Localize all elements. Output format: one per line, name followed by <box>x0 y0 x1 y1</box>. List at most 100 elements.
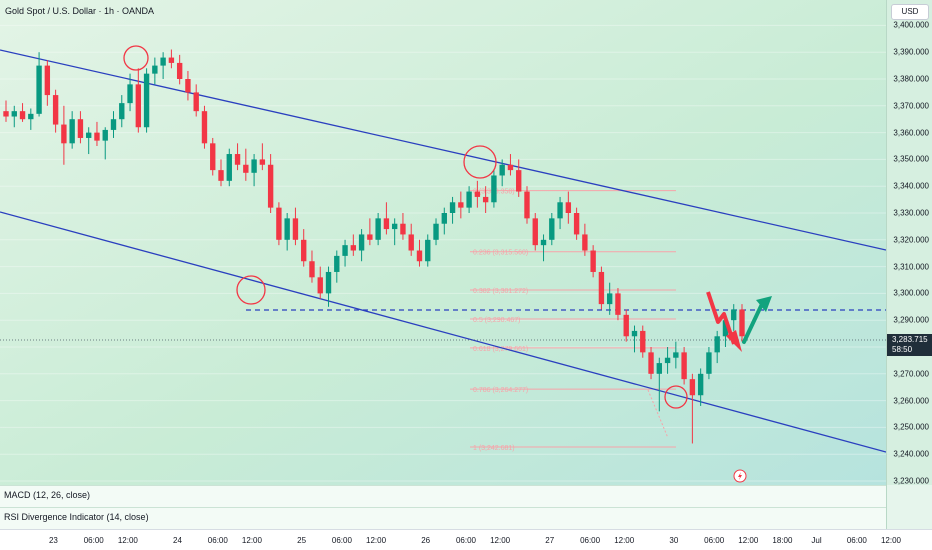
candle-body <box>640 330 646 353</box>
candle-body <box>449 202 456 213</box>
price-axis[interactable]: USD 3,230.000 3,240.000 3,250.000 3,260.000… <box>886 0 932 486</box>
candle-body <box>127 84 133 104</box>
candle-body <box>458 202 464 208</box>
candle-body <box>160 57 166 66</box>
price-tick-label: 3,400.000 <box>893 20 929 30</box>
channel-bottom-touch-circle <box>664 385 688 409</box>
time-tick-label: 26 <box>421 536 431 545</box>
candle-body <box>375 218 381 240</box>
candle-body <box>193 92 199 112</box>
candle-body <box>474 191 481 197</box>
price-tick-label: 3,290.000 <box>893 315 929 325</box>
candle-body <box>383 218 390 230</box>
candle-body <box>358 234 365 251</box>
candle-body <box>135 84 142 128</box>
time-tick-label: Jul <box>811 536 822 545</box>
candle-body <box>342 245 348 256</box>
candle-body <box>623 314 629 337</box>
candle-body <box>77 119 84 138</box>
candle-body <box>598 271 605 305</box>
candle-body <box>201 111 208 144</box>
chart-title: Gold Spot / U.S. Dollar · 1h · OANDA <box>5 6 154 16</box>
candle-body <box>367 234 373 240</box>
price-chart-area[interactable]: 0 (3,338.358)0.236 (3,315.560)0.382 (3,3… <box>0 0 886 485</box>
candle-body <box>731 309 737 321</box>
time-tick-label: 30 <box>669 536 679 545</box>
price-tick-label: 3,230.000 <box>893 476 929 486</box>
time-tick-label: 23 <box>48 536 58 545</box>
candle-body <box>210 143 216 171</box>
candle-body <box>267 164 274 208</box>
rsi-pane[interactable]: RSI Divergence Indicator (14, close) <box>0 507 886 529</box>
candle-body <box>317 277 323 294</box>
time-tick-label: 25 <box>297 536 307 545</box>
candle-body <box>408 234 414 251</box>
candle-body <box>52 95 59 125</box>
candle-body <box>36 65 42 114</box>
candle-body <box>3 111 9 117</box>
candle-body <box>19 111 26 120</box>
annotation-circles <box>123 45 688 409</box>
chart-background <box>0 0 886 485</box>
price-tick-label: 3,350.000 <box>893 154 929 164</box>
candle-body <box>61 124 67 144</box>
price-tick-label: 3,380.000 <box>893 74 929 84</box>
candle-body <box>400 223 406 235</box>
price-tick-label: 3,300.000 <box>893 288 929 298</box>
candle-body <box>532 218 538 246</box>
rsi-pane-label: RSI Divergence Indicator (14, close) <box>4 512 149 522</box>
channel-touch-circle <box>236 275 266 305</box>
candle-body <box>86 132 92 138</box>
fib-level-label: 0.382 (3,301.272) <box>473 288 528 295</box>
time-tick-label: 06:00 <box>846 536 867 545</box>
time-tick-label: 12:00 <box>117 536 138 545</box>
candle-body <box>309 261 315 278</box>
candle-body <box>631 330 638 337</box>
time-tick-label: 06:00 <box>83 536 104 545</box>
time-tick-label: 06:00 <box>455 536 477 545</box>
candle-body <box>491 175 497 203</box>
candle-body <box>334 255 340 272</box>
candle-body <box>673 352 679 358</box>
price-tick-label: 3,390.000 <box>893 47 929 57</box>
candle-body <box>441 213 447 224</box>
forecast-up-arrow <box>742 302 764 344</box>
time-tick-label: 12:00 <box>738 536 759 545</box>
candle-body <box>152 65 158 74</box>
candle-body <box>606 293 613 305</box>
projection-dotted-line <box>647 389 669 439</box>
time-tick-label: 06:00 <box>331 536 352 545</box>
price-tick-label: 3,360.000 <box>893 128 929 138</box>
candle-body <box>185 79 191 93</box>
candle-body <box>28 113 34 120</box>
time-tick-label: 24 <box>173 536 182 545</box>
candle-body <box>234 154 241 165</box>
candle-body <box>110 119 117 130</box>
grid <box>0 24 886 482</box>
currency-selector[interactable]: USD <box>891 4 929 20</box>
candle-body <box>516 170 522 192</box>
forecast-arrows <box>706 291 772 352</box>
candle-body <box>706 352 712 374</box>
candle-body <box>507 164 514 171</box>
candle-body <box>416 250 423 262</box>
candle-body <box>466 191 472 208</box>
candle-body <box>44 65 51 96</box>
candle-body <box>573 213 580 235</box>
price-tick-label: 3,240.000 <box>893 449 929 459</box>
macd-pane[interactable]: MACD (12, 26, close) <box>0 485 886 507</box>
time-tick-label: 27 <box>545 536 555 545</box>
time-axis[interactable]: 23 06:00 12:00 24 06:00 12:00 25 06:00 12:00 26 06… <box>0 529 932 550</box>
time-tick-label: 06:00 <box>580 536 601 545</box>
price-tick-label: 3,320.000 <box>893 235 929 245</box>
candle-body <box>697 373 704 396</box>
candles <box>3 49 745 444</box>
candle-body <box>218 170 224 181</box>
time-tick-label: 12:00 <box>490 536 511 545</box>
candle-body <box>69 119 75 144</box>
price-tick-label: 3,310.000 <box>893 262 929 272</box>
candlestick-chart: 0 (3,338.358)0.236 (3,315.560)0.382 (3,3… <box>0 0 886 485</box>
time-tick-label: 12:00 <box>366 536 387 545</box>
candle-body <box>292 218 299 240</box>
candle-body <box>524 191 530 219</box>
